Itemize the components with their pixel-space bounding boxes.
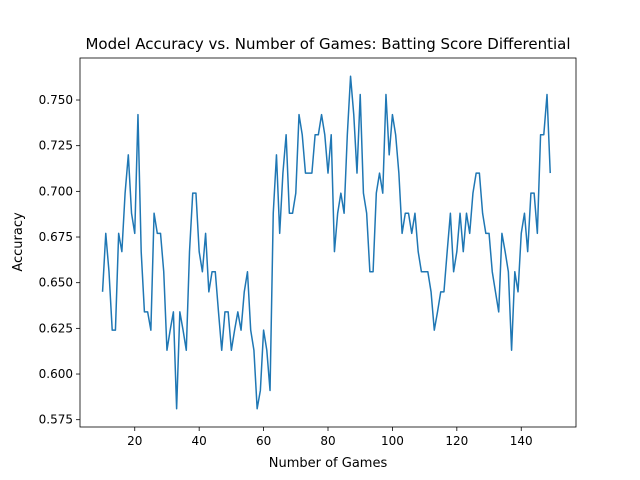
x-tick-label: 100: [381, 434, 404, 448]
chart-title: Model Accuracy vs. Number of Games: Batt…: [85, 35, 570, 53]
x-tick-label: 140: [510, 434, 533, 448]
y-tick-label: 0.625: [39, 321, 73, 335]
y-tick-label: 0.650: [39, 276, 73, 290]
y-tick-label: 0.750: [39, 93, 73, 107]
y-tick-label: 0.675: [39, 230, 73, 244]
x-tick-label: 80: [320, 434, 335, 448]
x-axis: 20 40 60 80 100 120 140: [127, 427, 533, 448]
x-axis-label: Number of Games: [269, 456, 388, 471]
y-tick-label: 0.575: [39, 413, 73, 427]
y-tick-label: 0.700: [39, 184, 73, 198]
x-tick-label: 20: [127, 434, 142, 448]
x-tick-label: 120: [445, 434, 468, 448]
y-tick-label: 0.600: [39, 367, 73, 381]
plot-area: [80, 58, 576, 427]
x-tick-label: 60: [256, 434, 271, 448]
y-axis-label: Accuracy: [11, 212, 26, 272]
y-axis: 0.575 0.600 0.625 0.650 0.675 0.700 0.725 0.750: [39, 93, 80, 427]
y-tick-label: 0.725: [39, 139, 73, 153]
x-tick-label: 40: [192, 434, 207, 448]
